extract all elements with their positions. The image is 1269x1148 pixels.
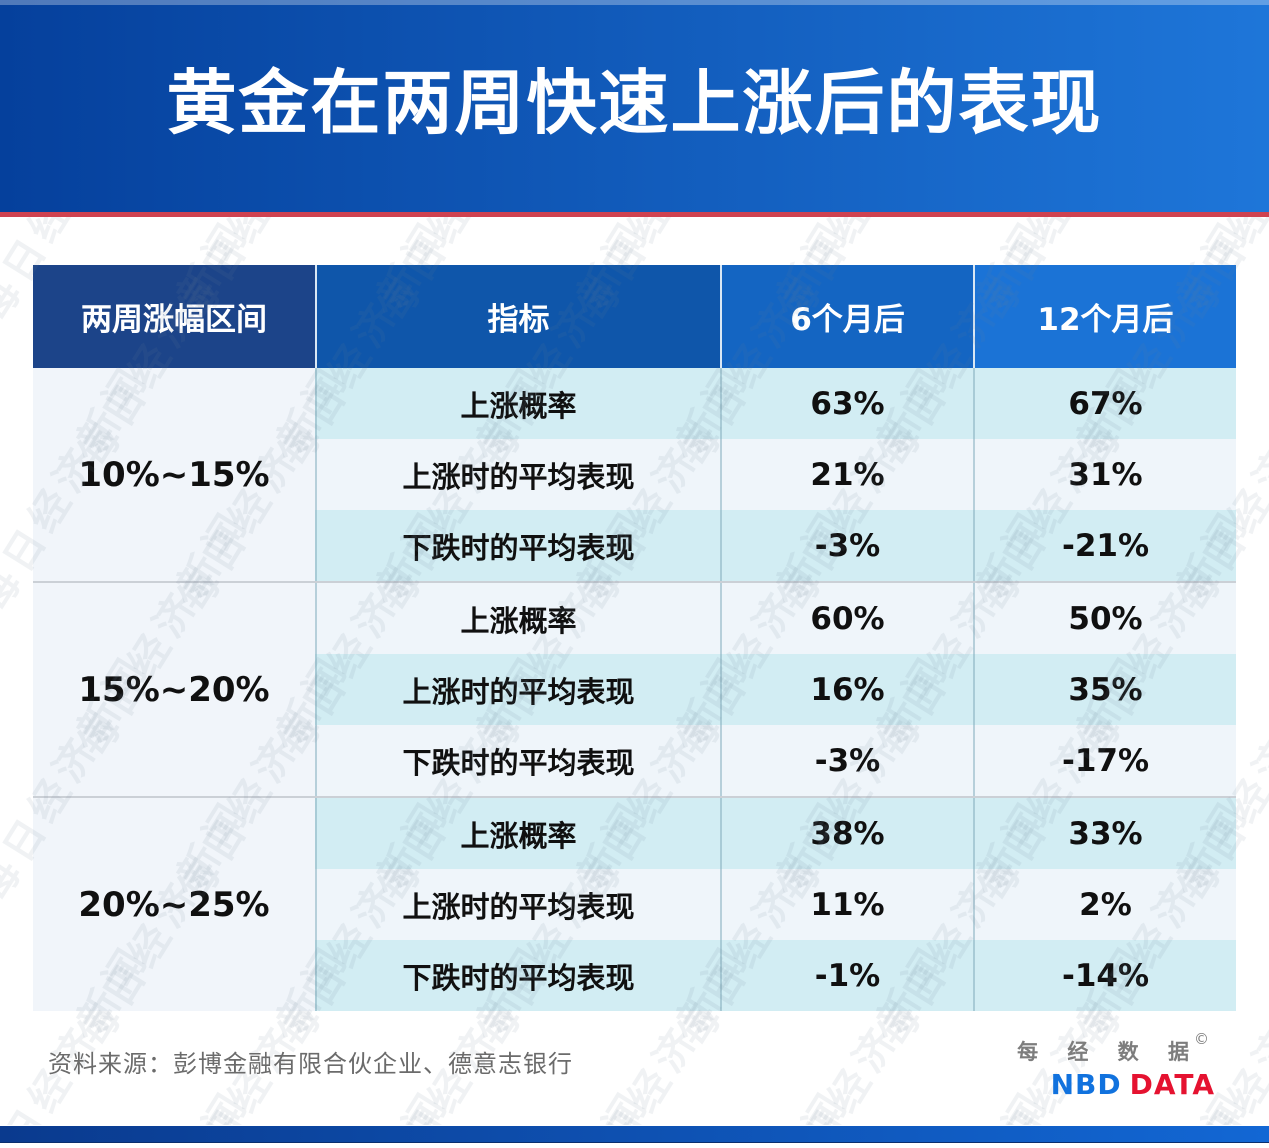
- indicator-cell: 上涨概率: [315, 368, 720, 439]
- indicator-cell: 上涨时的平均表现: [315, 869, 720, 940]
- value-12m: 31%: [973, 439, 1236, 510]
- table-header-row: 两周涨幅区间 指标 6个月后 12个月后: [33, 265, 1236, 368]
- value-12m: 67%: [973, 368, 1236, 439]
- range-label: 10%~15%: [33, 368, 315, 581]
- nbd-data-logo: 每 经 数 据© NBD DATA: [1017, 1030, 1215, 1101]
- table-group-20-25: 20%~25% 上涨概率 38% 33% 上涨时的平均表现 11% 2% 下跌时…: [33, 796, 1236, 1011]
- indicator-cell: 下跌时的平均表现: [315, 940, 720, 1011]
- logo-chinese-line: 每 经 数 据©: [1017, 1030, 1215, 1066]
- watermark-text: 每日经济新闻: [262, 1076, 461, 1125]
- watermark-text: 每日经济新闻: [1262, 217, 1269, 476]
- value-6m: -3%: [720, 725, 973, 796]
- value-6m: 16%: [720, 654, 973, 725]
- watermark-text: 每日经济新闻: [1262, 496, 1269, 766]
- logo-data-text: DATA: [1129, 1068, 1215, 1101]
- indicator-cell: 上涨概率: [315, 798, 720, 869]
- watermark-text: 每日经济新闻: [1262, 1076, 1269, 1125]
- value-6m: 21%: [720, 439, 973, 510]
- copyright-mark: ©: [1194, 1030, 1209, 1048]
- value-6m: 11%: [720, 869, 973, 940]
- performance-table: 两周涨幅区间 指标 6个月后 12个月后 10%~15% 上涨概率 63% 67…: [33, 265, 1236, 1011]
- value-12m: 33%: [973, 798, 1236, 869]
- table-group-15-20: 15%~20% 上涨概率 60% 50% 上涨时的平均表现 16% 35% 下跌…: [33, 581, 1236, 796]
- col-header-6m: 6个月后: [720, 265, 973, 368]
- value-6m: -1%: [720, 940, 973, 1011]
- col-header-indicator: 指标: [315, 265, 720, 368]
- header-banner: 黄金在两周快速上涨后的表现: [0, 0, 1269, 212]
- watermark-text: 每日经济新闻: [62, 1076, 261, 1125]
- value-12m: -17%: [973, 725, 1236, 796]
- indicator-cell: 下跌时的平均表现: [315, 725, 720, 796]
- indicator-cell: 上涨时的平均表现: [315, 654, 720, 725]
- watermark-text: 每日经济新闻: [462, 1076, 661, 1125]
- page-title: 黄金在两周快速上涨后的表现: [166, 62, 1103, 144]
- logo-nbd-text: NBD: [1050, 1068, 1122, 1101]
- col-header-12m: 12个月后: [973, 265, 1236, 368]
- value-12m: -21%: [973, 510, 1236, 581]
- logo-english-line: NBD DATA: [1017, 1068, 1215, 1101]
- value-12m: 35%: [973, 654, 1236, 725]
- watermark-text: 每日经济新闻: [662, 1076, 861, 1125]
- range-label: 15%~20%: [33, 583, 315, 796]
- indicator-cell: 上涨时的平均表现: [315, 439, 720, 510]
- value-6m: 60%: [720, 583, 973, 654]
- table-group-10-15: 10%~15% 上涨概率 63% 67% 上涨时的平均表现 21% 31% 下跌…: [33, 368, 1236, 581]
- indicator-cell: 下跌时的平均表现: [315, 510, 720, 581]
- value-12m: 2%: [973, 869, 1236, 940]
- value-12m: 50%: [973, 583, 1236, 654]
- watermark-text: 每日经济新闻: [1262, 786, 1269, 1056]
- value-6m: 38%: [720, 798, 973, 869]
- range-label: 20%~25%: [33, 798, 315, 1011]
- value-6m: -3%: [720, 510, 973, 581]
- col-header-range: 两周涨幅区间: [33, 265, 315, 368]
- indicator-cell: 上涨概率: [315, 583, 720, 654]
- value-6m: 63%: [720, 368, 973, 439]
- value-12m: -14%: [973, 940, 1236, 1011]
- data-source-note: 资料来源：彭博金融有限合伙企业、德意志银行: [48, 1050, 573, 1078]
- logo-chinese-text: 每 经 数 据: [1017, 1040, 1200, 1064]
- banner-underline: [0, 212, 1269, 217]
- bottom-gradient-bar: [0, 1126, 1269, 1143]
